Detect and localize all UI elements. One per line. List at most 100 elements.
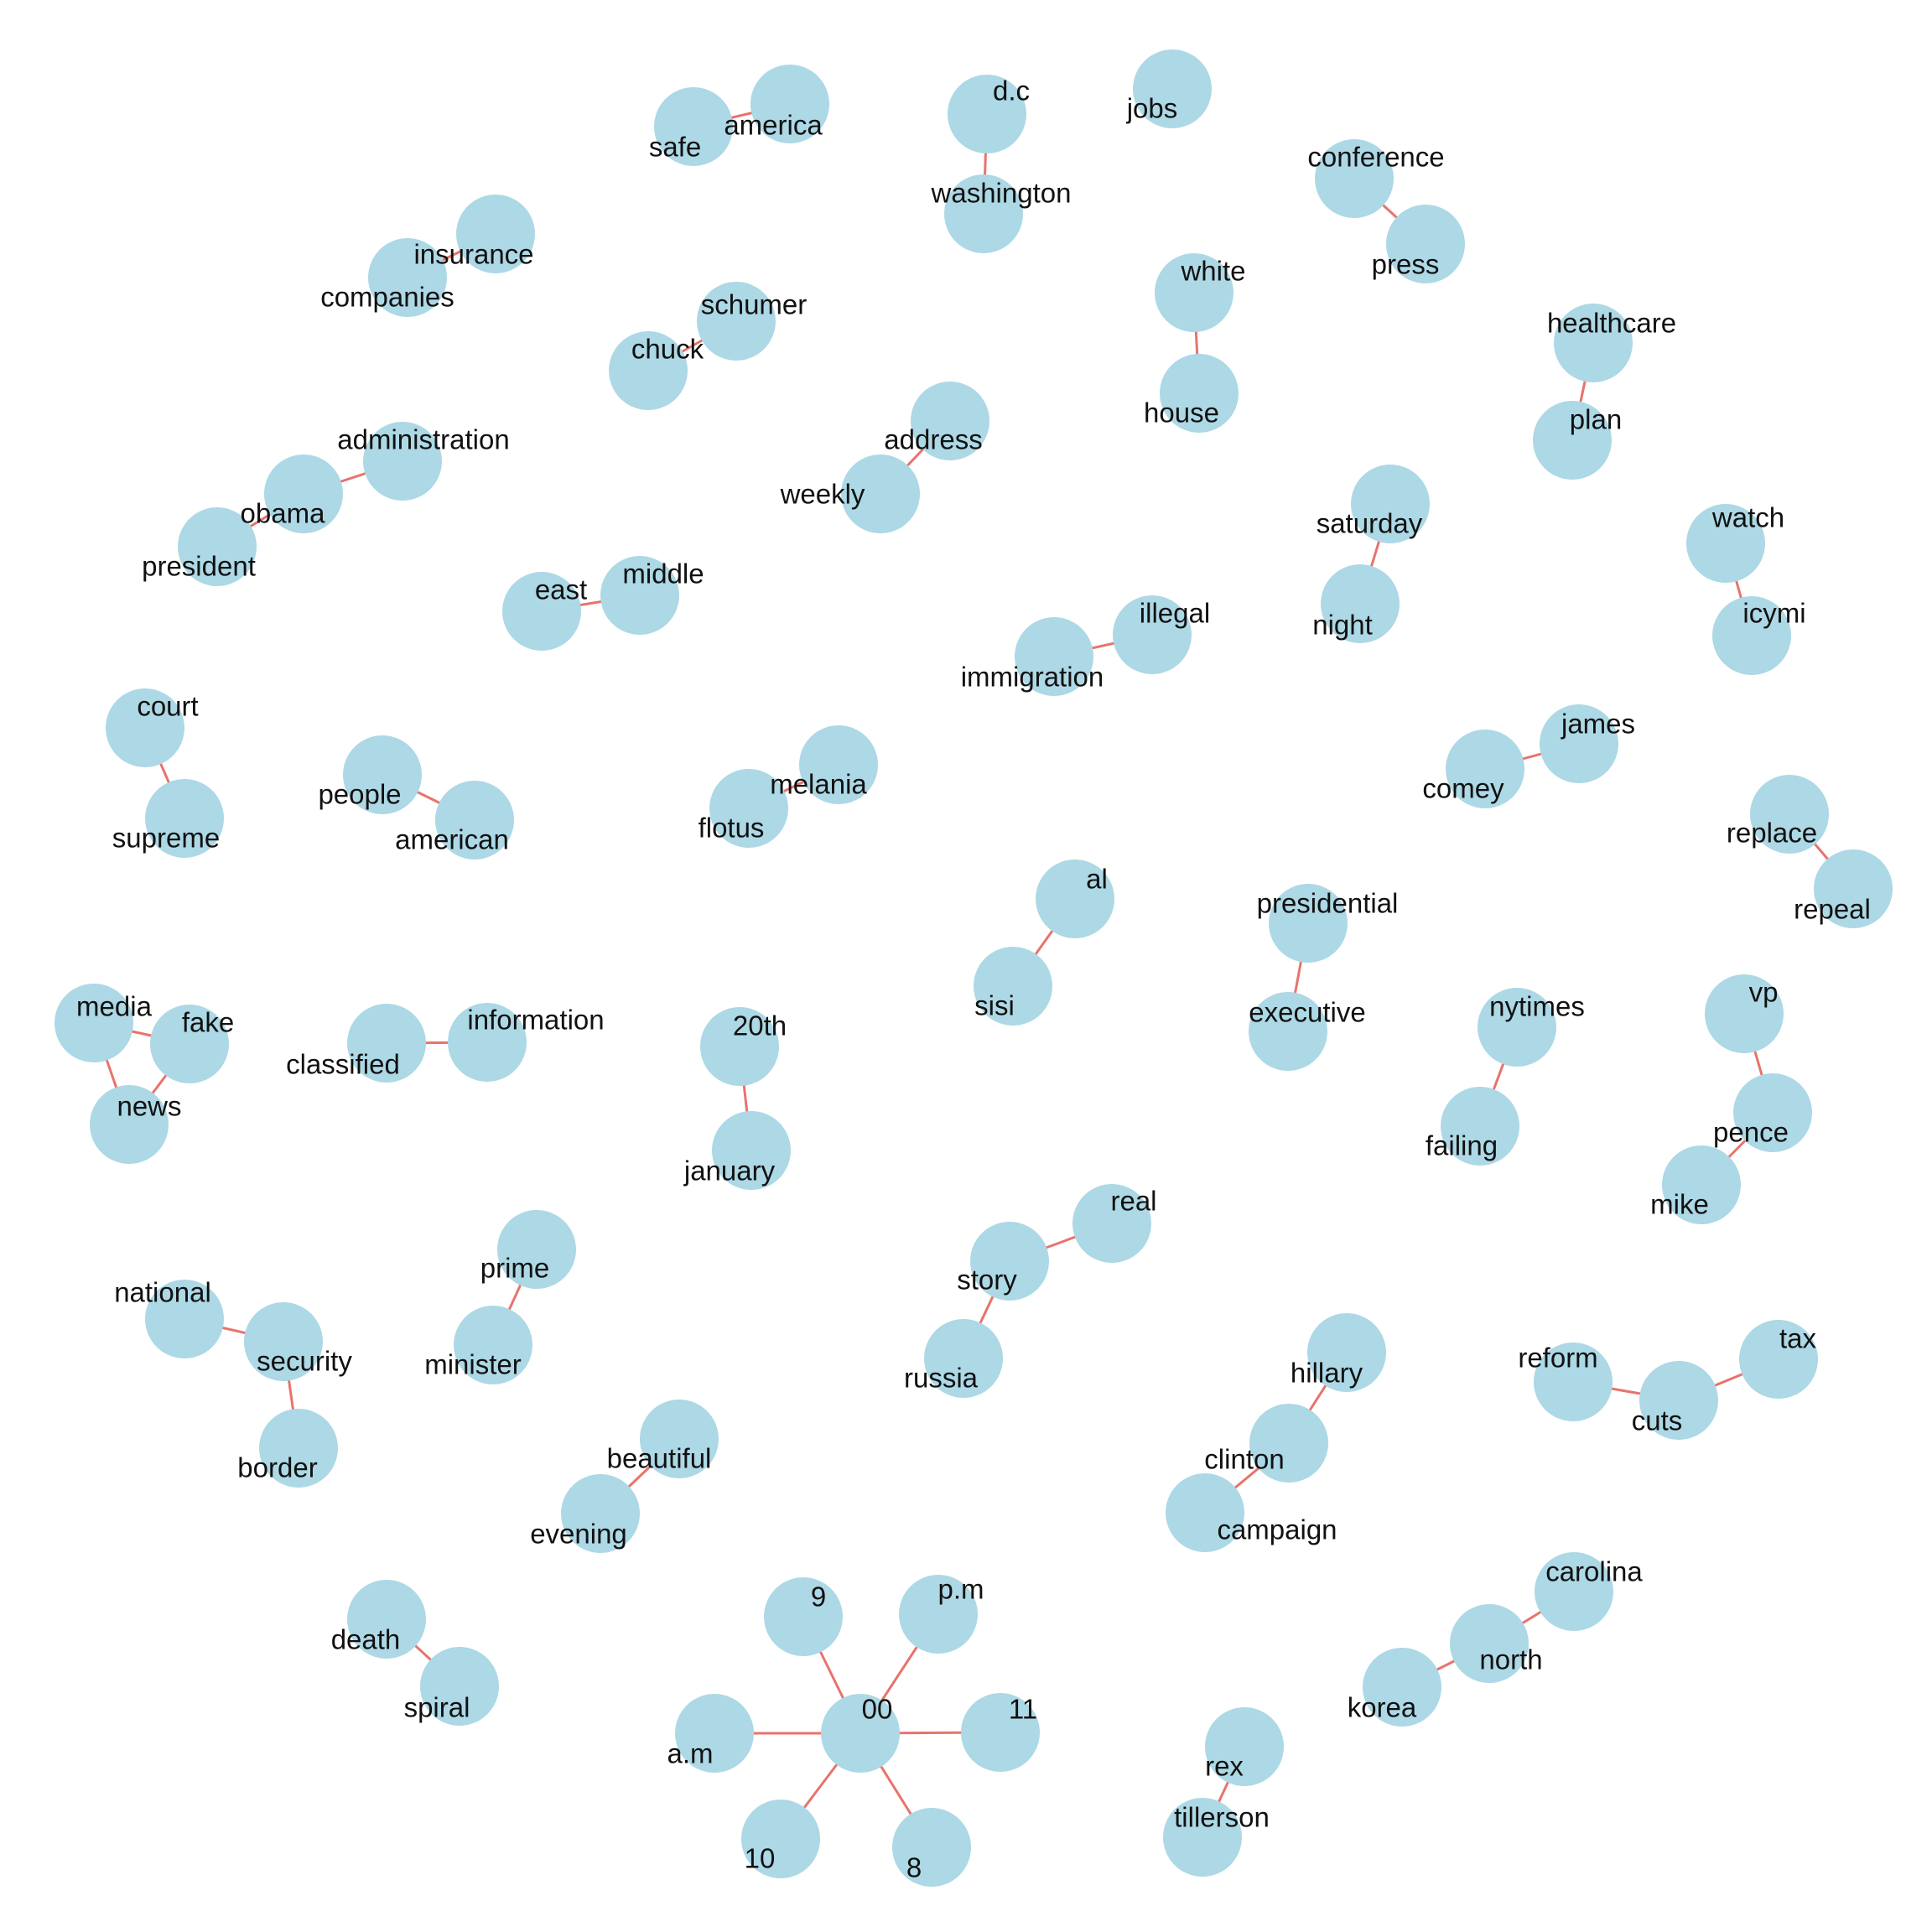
label-america: america — [724, 110, 823, 141]
label-cuts: cuts — [1632, 1405, 1683, 1436]
label-plan: plan — [1570, 404, 1622, 435]
label-pence: pence — [1713, 1117, 1789, 1148]
label-20th: 20th — [733, 1010, 787, 1041]
label-nytimes: nytimes — [1489, 991, 1585, 1022]
label-d-c: d.c — [993, 75, 1030, 106]
node-vp — [1705, 974, 1784, 1053]
node-death — [347, 1580, 426, 1659]
label-saturday: saturday — [1317, 508, 1423, 539]
node-schumer — [697, 282, 776, 361]
label-comey: comey — [1422, 773, 1504, 804]
node-story — [970, 1222, 1049, 1301]
node-american — [435, 781, 514, 860]
node-10 — [741, 1800, 820, 1878]
node-00 — [821, 1694, 900, 1773]
node-clinton — [1249, 1404, 1328, 1483]
label-security: security — [257, 1346, 352, 1377]
label-prime: prime — [480, 1253, 550, 1284]
label-evening: evening — [530, 1519, 627, 1550]
label-melania: melania — [770, 769, 867, 800]
label-tax: tax — [1779, 1323, 1817, 1354]
label-white: white — [1180, 256, 1245, 287]
label-hillary: hillary — [1291, 1358, 1363, 1389]
node-information — [448, 1003, 527, 1082]
label-companies: companies — [320, 282, 454, 313]
node-america — [750, 65, 829, 143]
node-night — [1321, 564, 1400, 643]
label-flotus: flotus — [699, 813, 765, 844]
node-supreme — [145, 779, 224, 858]
label-healthcare: healthcare — [1547, 308, 1676, 339]
node-media — [55, 984, 133, 1062]
label-press: press — [1372, 249, 1440, 280]
label-10: 10 — [745, 1843, 776, 1874]
label-russia: russia — [904, 1363, 979, 1394]
label-court: court — [137, 691, 198, 722]
node-beautiful — [640, 1400, 719, 1478]
label-media: media — [76, 991, 153, 1022]
label-house: house — [1144, 397, 1219, 428]
node-replace — [1750, 775, 1829, 854]
node-prime — [497, 1210, 576, 1289]
label-chuck: chuck — [631, 334, 704, 365]
node-press — [1386, 205, 1465, 283]
node-people — [343, 735, 422, 814]
node-comey — [1446, 730, 1524, 808]
label-national: national — [114, 1277, 211, 1308]
node-mike — [1662, 1145, 1741, 1224]
label-11: 11 — [1009, 1694, 1037, 1725]
labels-layer: jobs d.c washington america safe conference pr… — [76, 75, 1871, 1883]
label-clinton: clinton — [1204, 1444, 1284, 1475]
label-spiral: spiral — [404, 1692, 470, 1723]
label-classified: classified — [286, 1049, 400, 1080]
label-minister: minister — [424, 1349, 522, 1380]
node-pence — [1733, 1073, 1812, 1152]
node-melania — [799, 725, 878, 804]
node-chuck — [609, 331, 688, 410]
label-border: border — [237, 1452, 317, 1483]
node-evening — [561, 1474, 640, 1553]
node-saturday — [1351, 465, 1430, 543]
node-reform — [1534, 1343, 1613, 1421]
label-jobs: jobs — [1126, 93, 1178, 124]
node-8 — [892, 1808, 971, 1887]
label-obama: obama — [241, 498, 326, 529]
label-tillerson: tillerson — [1174, 1802, 1270, 1833]
node-campaign — [1166, 1473, 1244, 1552]
label-korea: korea — [1348, 1692, 1417, 1723]
node-russia — [924, 1319, 1003, 1398]
label-watch: watch — [1711, 502, 1784, 533]
label-president: president — [142, 551, 256, 582]
node-fake — [150, 1005, 229, 1083]
node-companies — [368, 238, 447, 317]
label-al: al — [1086, 864, 1108, 895]
node-january — [712, 1111, 791, 1190]
node-presidential — [1269, 884, 1348, 963]
node-repeal — [1814, 849, 1893, 928]
label-rex: rex — [1205, 1751, 1244, 1782]
label-repeal: repeal — [1794, 894, 1871, 925]
label-campaign: campaign — [1217, 1514, 1337, 1545]
label-safe: safe — [649, 132, 701, 163]
node-address — [911, 382, 989, 460]
node-jobs — [1133, 49, 1212, 128]
node-james — [1540, 704, 1618, 783]
node-president — [178, 507, 257, 586]
label-carolina: carolina — [1545, 1556, 1643, 1587]
label-sisi: sisi — [974, 990, 1015, 1021]
label-night: night — [1312, 610, 1373, 641]
node-news — [90, 1085, 169, 1164]
label-conference: conference — [1307, 142, 1444, 173]
nodes-layer — [55, 49, 1893, 1887]
label-address: address — [884, 424, 982, 455]
node-administration — [363, 422, 442, 501]
node-washington — [944, 174, 1023, 253]
node-house — [1160, 354, 1239, 433]
label-p-m: p.m — [937, 1574, 984, 1605]
node-carolina — [1535, 1552, 1613, 1631]
label-north: north — [1479, 1644, 1542, 1675]
node-immigration — [1015, 617, 1093, 696]
node-d-c — [948, 75, 1026, 153]
node-al — [1036, 860, 1114, 938]
